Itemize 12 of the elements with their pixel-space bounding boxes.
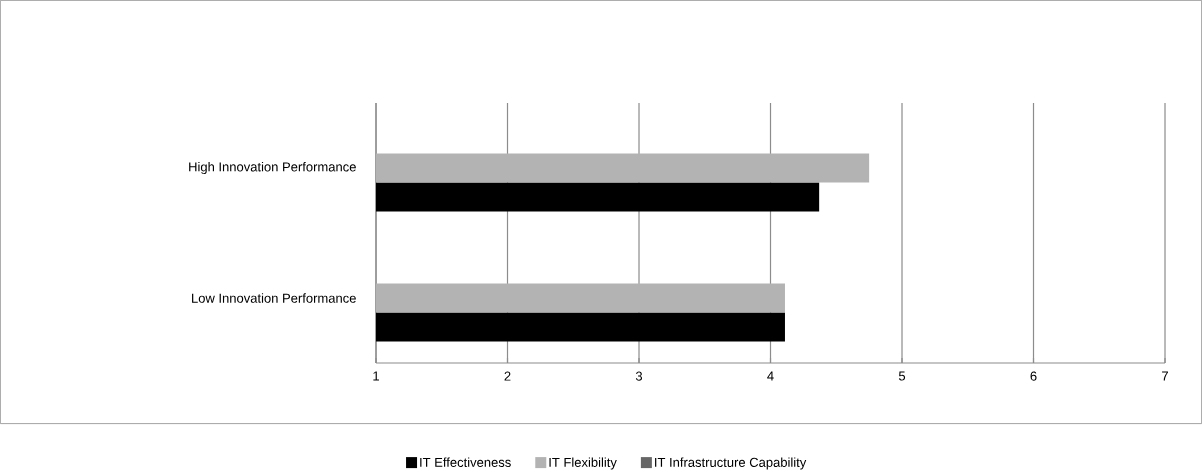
legend-label: IT Flexibility — [549, 457, 617, 470]
y-tick-label: Low Innovation Performance — [192, 293, 356, 303]
x-tick-label: 4 — [767, 371, 774, 381]
legend-label: IT Infrastructure Capability — [655, 457, 807, 470]
x-tick-label: 3 — [635, 371, 643, 381]
x-tick-label: 1 — [373, 371, 379, 381]
y-tick-label: High Innovation Performance — [189, 162, 356, 175]
x-tick-label: 7 — [1162, 371, 1168, 381]
legend-label: IT Effectiveness — [420, 457, 511, 468]
x-tick-label: 2 — [504, 371, 511, 381]
x-tick-label: 6 — [1030, 371, 1037, 381]
x-tick-label: 5 — [898, 371, 906, 381]
